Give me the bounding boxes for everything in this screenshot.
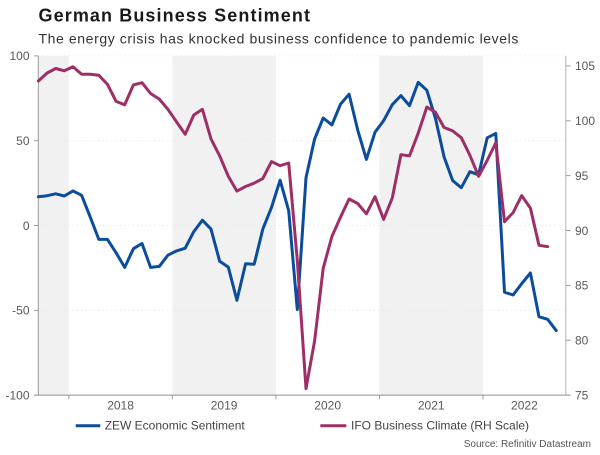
svg-text:85: 85 [575,279,589,293]
svg-text:The energy crisis has knocked: The energy crisis has knocked business c… [39,31,519,47]
svg-text:100: 100 [575,114,595,128]
svg-text:75: 75 [575,389,589,403]
svg-text:-100: -100 [5,389,29,403]
svg-text:2021: 2021 [418,399,445,413]
svg-text:German Business Sentiment: German Business Sentiment [39,5,312,25]
svg-text:90: 90 [575,224,589,238]
svg-text:2020: 2020 [314,399,341,413]
svg-text:100: 100 [9,49,29,63]
svg-text:2018: 2018 [107,399,134,413]
svg-text:80: 80 [575,334,589,348]
svg-text:0: 0 [23,219,30,233]
svg-text:95: 95 [575,169,589,183]
svg-text:2019: 2019 [211,399,238,413]
svg-text:105: 105 [575,59,595,73]
svg-text:Source: Refinitiv Datastream: Source: Refinitiv Datastream [464,439,591,450]
svg-text:-50: -50 [12,304,30,318]
svg-text:IFO Business Climate (RH Scale: IFO Business Climate (RH Scale) [351,418,529,432]
svg-text:50: 50 [16,134,30,148]
svg-text:ZEW Economic Sentiment: ZEW Economic Sentiment [105,418,246,432]
svg-text:2022: 2022 [511,399,538,413]
